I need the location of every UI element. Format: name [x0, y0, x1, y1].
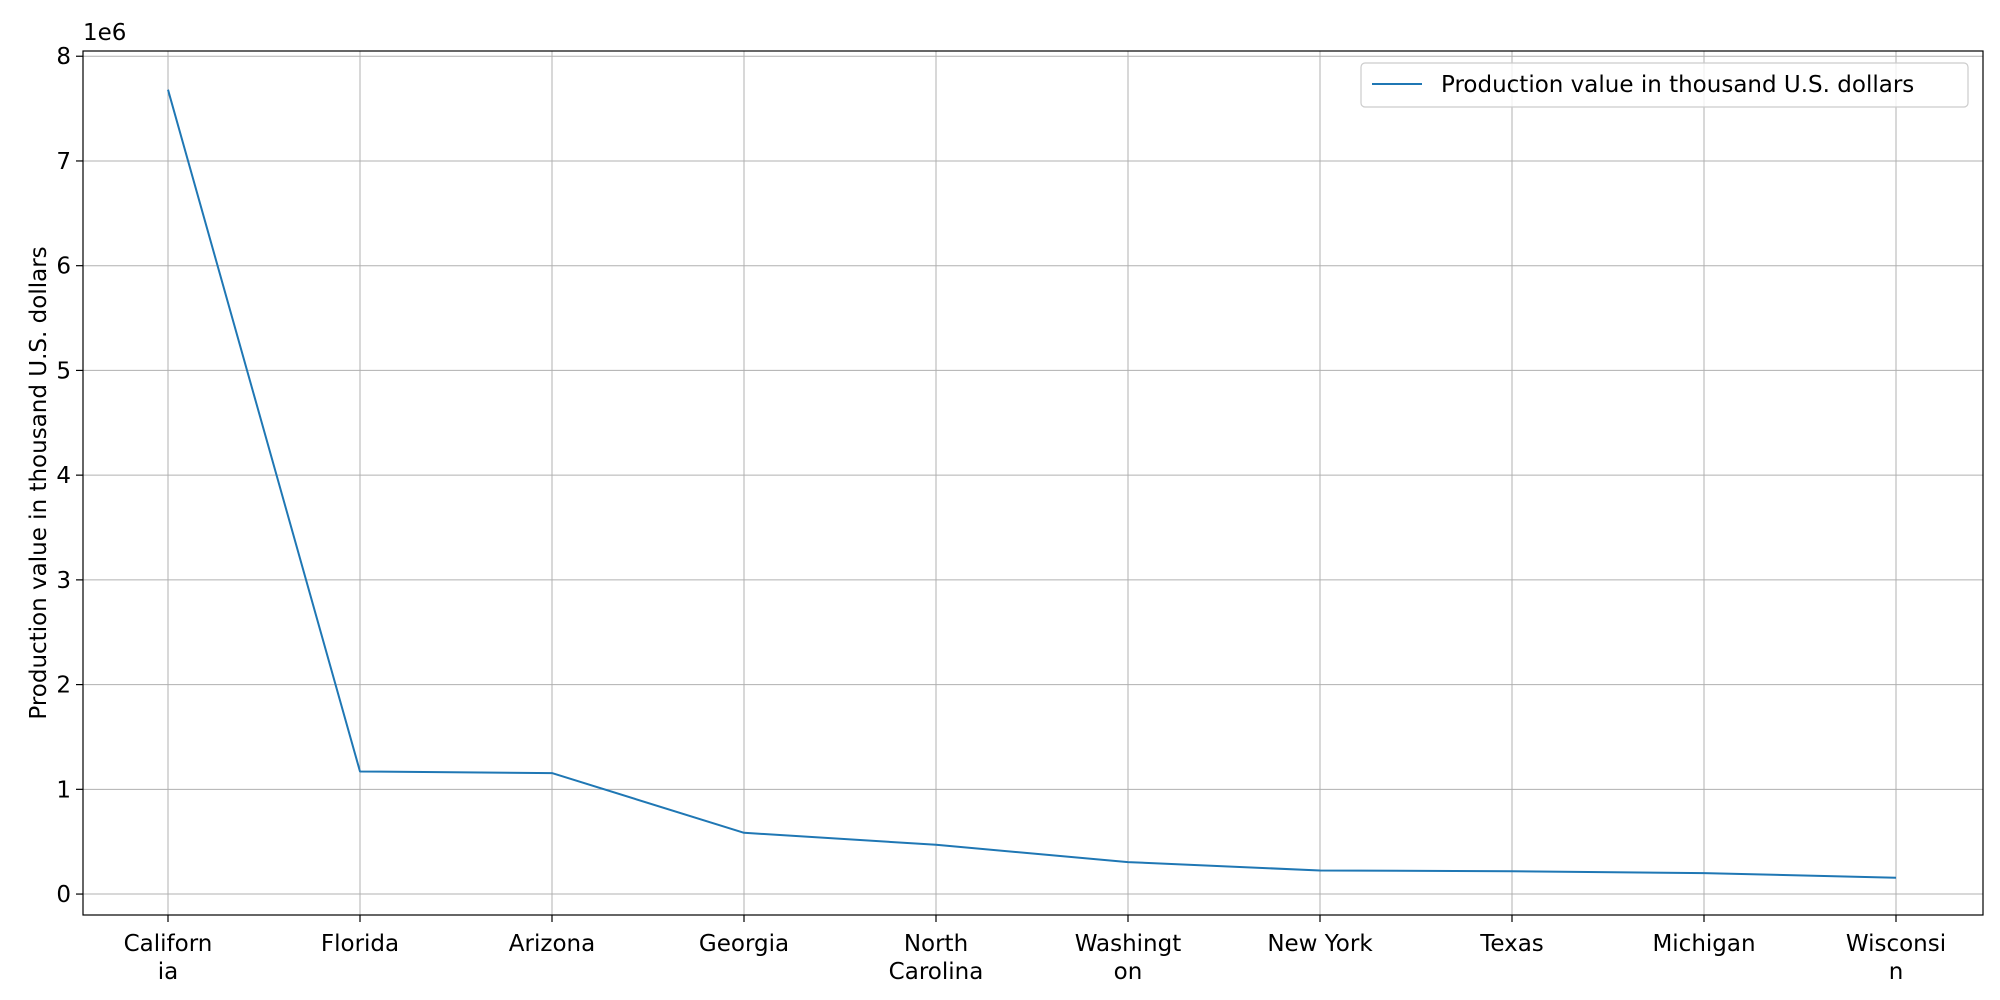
x-tick-label-line: Arizona	[509, 931, 595, 957]
y-tick-label: 0	[56, 882, 71, 908]
y-tick-label: 2	[56, 673, 71, 699]
x-tick-label: Wisconsi n	[1846, 931, 1946, 985]
x-tick-label: Arizona	[509, 931, 595, 957]
x-tick-label-line: North	[904, 931, 968, 957]
plot-frame	[82, 50, 1984, 916]
x-tick-label-line: Californ	[124, 931, 213, 957]
x-tick-label-line: Washingt	[1075, 931, 1182, 957]
y-tick-label: 4	[56, 463, 71, 489]
x-axis-ticks: Californ ia Florida Arizona Georgia North Caro…	[124, 915, 1946, 985]
legend-label: Production value in thousand U.S. dollar…	[1441, 72, 1914, 98]
legend: Production value in thousand U.S. dollar…	[1360, 62, 1969, 108]
x-tick-label: New York	[1267, 931, 1373, 957]
x-tick-label-line: n	[1889, 959, 1904, 985]
x-tick-label: Californ ia	[124, 931, 213, 985]
y-axis-label: Production value in thousand U.S. dollar…	[26, 246, 52, 719]
y-axis-ticks: 0 1 2 3 4 5 6 7 8	[56, 44, 83, 908]
x-tick-label-line: Wisconsi	[1846, 931, 1946, 957]
y-tick-label: 7	[56, 149, 71, 175]
x-tick-label: Texas	[1479, 931, 1544, 957]
y-tick-label: 3	[56, 568, 71, 594]
y-tick-label: 8	[56, 44, 71, 70]
x-tick-label-line: New York	[1267, 931, 1373, 957]
x-tick-label-line: Michigan	[1652, 931, 1755, 957]
y-axis-offset-label: 1e6	[83, 20, 126, 46]
y-tick-label: 1	[56, 777, 71, 803]
x-tick-label-line: Georgia	[699, 931, 789, 957]
x-tick-label-line: ia	[158, 959, 178, 985]
series-layer	[167, 89, 1897, 879]
x-tick-label-line: Florida	[321, 931, 399, 957]
x-tick-label: Michigan	[1652, 931, 1755, 957]
legend-box	[1360, 62, 1969, 108]
x-tick-label-line: Carolina	[889, 959, 984, 985]
x-tick-label-line: Texas	[1479, 931, 1544, 957]
x-tick-label-line: on	[1114, 959, 1143, 985]
y-tick-label: 6	[56, 254, 71, 280]
x-tick-label: Florida	[321, 931, 399, 957]
series-line	[167, 89, 1897, 879]
y-tick-label: 5	[56, 358, 71, 384]
x-tick-label: Washingt on	[1075, 931, 1182, 985]
x-tick-label: North Carolina	[889, 931, 984, 985]
x-tick-label: Georgia	[699, 931, 789, 957]
